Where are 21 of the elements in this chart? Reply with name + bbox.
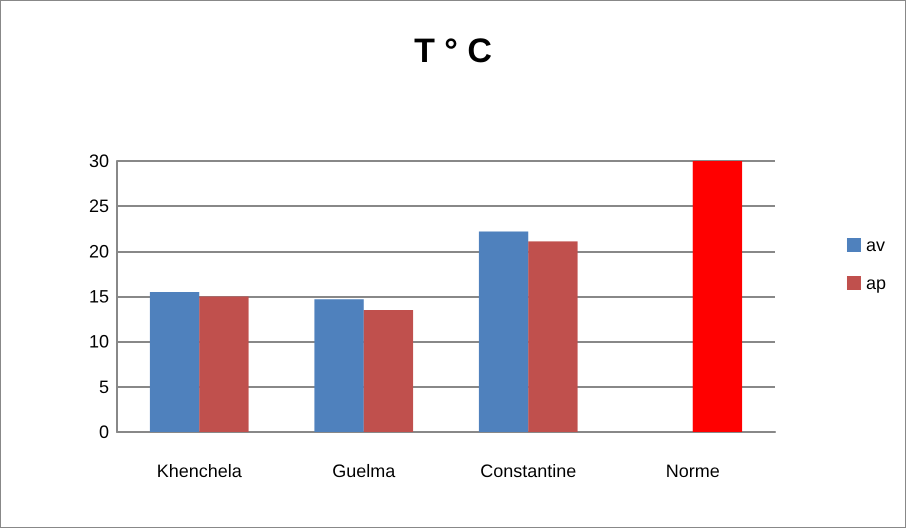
- y-tick-label: 0: [98, 422, 109, 442]
- bar: [314, 299, 364, 432]
- legend-label: av: [866, 235, 885, 255]
- x-tick-label: Norme: [666, 461, 720, 481]
- chart-title: T ° C: [414, 32, 492, 70]
- bar: [528, 241, 578, 432]
- x-tick-label: Khenchela: [156, 461, 243, 481]
- y-tick-label: 10: [88, 332, 109, 352]
- bar: [199, 296, 249, 432]
- x-tick-label: Constantine: [480, 461, 576, 481]
- bar: [364, 310, 414, 432]
- bar: [478, 231, 528, 432]
- y-tick-label: 30: [88, 151, 109, 171]
- y-tick-label: 25: [88, 196, 109, 216]
- y-tick-label: 15: [88, 286, 109, 306]
- legend-label: ap: [866, 273, 886, 293]
- bar: [692, 161, 742, 432]
- y-tick-label: 5: [98, 376, 109, 397]
- x-tick-label: Guelma: [332, 461, 396, 481]
- y-tick-label: 20: [88, 241, 109, 262]
- bar: [150, 292, 200, 432]
